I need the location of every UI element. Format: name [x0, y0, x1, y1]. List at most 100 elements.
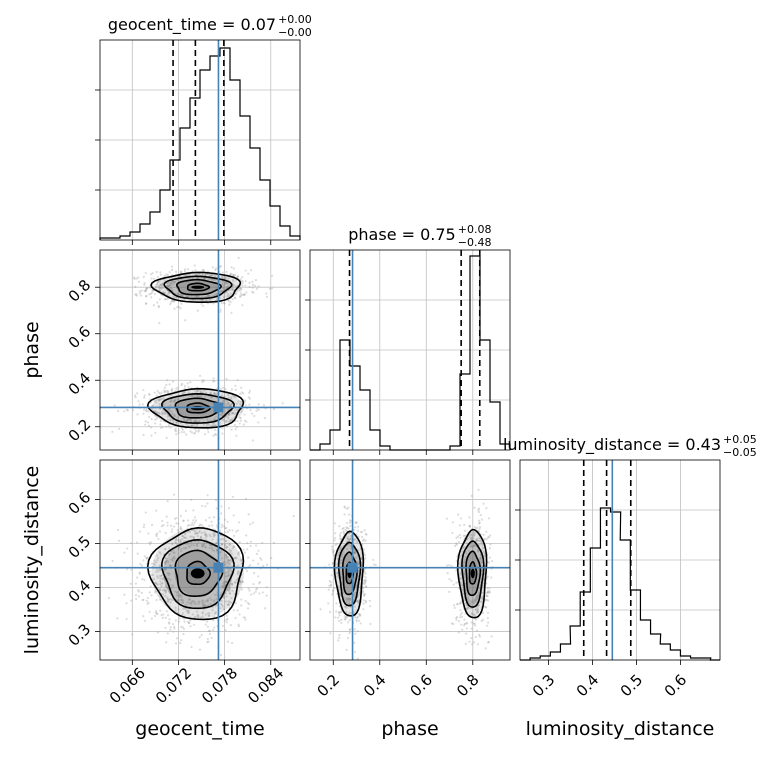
sample-point: [162, 524, 165, 527]
sample-point: [249, 593, 253, 596]
sample-point: [194, 429, 198, 433]
sample-point: [154, 285, 158, 288]
sample-point: [223, 585, 226, 588]
sample-point: [262, 404, 266, 407]
sample-point: [163, 389, 166, 392]
sample-point: [353, 551, 356, 555]
sample-point: [451, 521, 454, 524]
sample-point: [463, 534, 467, 537]
sample-point: [228, 592, 232, 595]
sample-point: [236, 379, 239, 382]
sample-point: [473, 544, 476, 547]
sample-point: [155, 554, 159, 557]
sample-point: [344, 528, 347, 532]
sample-point: [164, 626, 167, 629]
sample-point: [178, 617, 181, 620]
sample-point: [463, 523, 466, 527]
sample-point: [339, 548, 342, 551]
sample-point: [455, 536, 458, 540]
sample-point: [204, 505, 207, 508]
sample-point: [205, 599, 208, 602]
sample-point: [347, 543, 350, 546]
sample-point: [480, 561, 483, 565]
sample-point: [162, 290, 165, 294]
sample-point: [213, 423, 216, 426]
x-tick-label: 0.084: [244, 664, 287, 707]
sample-point: [172, 400, 176, 403]
sample-point: [346, 527, 349, 530]
sample-point: [157, 398, 160, 401]
sample-point: [233, 395, 236, 399]
sample-point: [170, 400, 174, 403]
sample-point: [212, 619, 215, 622]
sample-point: [470, 627, 473, 630]
sample-point: [166, 572, 169, 575]
sample-point: [194, 390, 197, 393]
sample-point: [205, 534, 208, 537]
sample-point: [210, 273, 213, 277]
sample-point: [171, 380, 175, 383]
sample-point: [465, 627, 469, 630]
sample-point: [155, 568, 159, 571]
sample-point: [190, 600, 193, 603]
sample-point: [174, 590, 177, 593]
sample-point: [206, 641, 209, 644]
sample-point: [246, 548, 249, 551]
sample-point: [214, 498, 218, 502]
sample-point: [179, 293, 183, 297]
sample-point: [170, 410, 173, 413]
sample-point: [201, 615, 204, 618]
sample-point: [221, 584, 225, 588]
sample-point: [237, 570, 240, 573]
sample-point: [339, 547, 343, 550]
sample-point: [228, 550, 232, 554]
sample-point: [143, 394, 146, 397]
sample-point: [268, 287, 271, 290]
sample-point: [199, 395, 202, 398]
sample-point: [363, 568, 366, 571]
sample-point: [142, 388, 145, 392]
sample-point: [174, 541, 177, 545]
sample-point: [168, 418, 172, 421]
sample-point: [220, 394, 224, 397]
sample-point: [197, 429, 200, 432]
sample-point: [465, 552, 468, 555]
sample-point: [229, 582, 232, 585]
sample-point: [457, 513, 460, 516]
sample-point: [153, 293, 157, 296]
sample-point: [347, 532, 351, 535]
sample-point: [468, 640, 471, 643]
title-sub-luminosity_distance: −0.05: [723, 446, 757, 459]
sample-point: [174, 280, 177, 283]
sample-point: [183, 536, 186, 539]
sample-point: [173, 557, 176, 560]
sample-point: [234, 581, 237, 585]
sample-point: [243, 551, 247, 554]
sample-point: [164, 616, 167, 619]
sample-point: [210, 424, 214, 427]
sample-point: [166, 379, 169, 382]
sample-point: [188, 598, 191, 601]
sample-point: [474, 608, 477, 611]
sample-point: [336, 552, 340, 555]
sample-point: [232, 267, 235, 270]
sample-point: [144, 420, 147, 423]
sample-point: [208, 533, 211, 536]
contour-line: [163, 275, 233, 300]
sample-point: [197, 294, 200, 298]
sample-point: [215, 507, 218, 510]
sample-point: [166, 297, 169, 301]
sample-point: [488, 587, 491, 590]
sample-point: [196, 532, 199, 535]
sample-point: [219, 289, 222, 293]
sample-point: [225, 618, 228, 621]
sample-point: [132, 276, 136, 279]
contour-line: [150, 271, 242, 303]
sample-point: [356, 601, 360, 604]
sample-point: [173, 300, 176, 303]
sample-point: [337, 639, 340, 642]
sample-point: [233, 423, 237, 427]
sample-point: [198, 523, 201, 526]
sample-point: [252, 582, 255, 586]
sample-point: [458, 602, 462, 605]
